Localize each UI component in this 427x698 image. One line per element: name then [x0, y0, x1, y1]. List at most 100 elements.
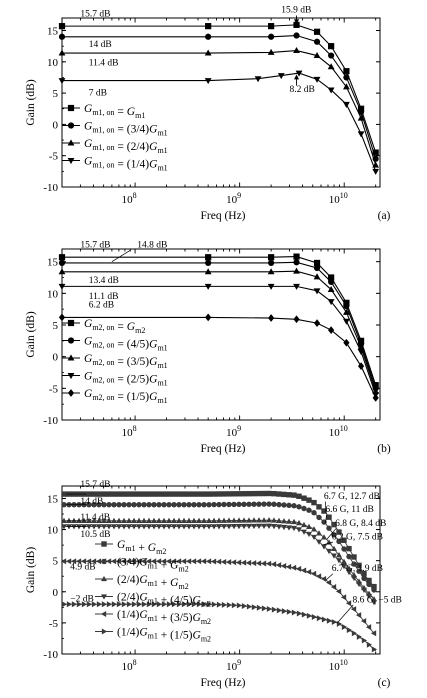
data-point	[280, 563, 287, 569]
data-point	[320, 575, 327, 582]
annotation-leader	[337, 604, 354, 624]
plot-frame	[61, 248, 381, 421]
data-point	[135, 558, 142, 565]
legend-entry: Gm1, on = Gm1	[84, 103, 145, 120]
data-point	[175, 558, 182, 565]
data-point	[116, 501, 122, 508]
data-point	[66, 517, 72, 524]
data-point	[343, 101, 350, 108]
data-point	[351, 575, 357, 582]
data-point	[328, 326, 335, 334]
data-point	[327, 299, 335, 306]
data-point	[204, 49, 212, 56]
data-point	[166, 524, 172, 530]
data-point	[96, 601, 103, 608]
data-point	[161, 501, 167, 508]
legend-entry: (2/4)Gm1 + (4/5)Gm2	[117, 592, 211, 609]
y-tick-label: 15	[47, 493, 59, 505]
data-point	[181, 517, 187, 524]
y-tick-label: 15	[47, 26, 59, 38]
data-point	[161, 517, 167, 524]
data-point	[106, 491, 112, 497]
data-point	[156, 601, 163, 608]
x-tick-label: 1010	[329, 191, 348, 206]
data-point	[151, 524, 157, 530]
data-point	[331, 545, 337, 551]
data-point	[115, 558, 122, 565]
data-point	[220, 558, 227, 565]
data-point	[251, 501, 257, 507]
data-point	[327, 63, 335, 70]
data-point	[293, 315, 300, 324]
data-point	[231, 501, 237, 508]
x-tick-label: 1010	[329, 424, 348, 439]
data-point	[81, 524, 87, 530]
data-point	[126, 517, 132, 524]
data-point	[231, 517, 237, 523]
data-point	[86, 524, 92, 530]
legend-entry: Gm1 + Gm2	[117, 539, 166, 556]
data-point	[316, 514, 322, 521]
data-point	[351, 561, 357, 567]
legend-entry: (1/4)Gm1 + (1/5)Gm2	[117, 627, 211, 644]
data-point	[131, 491, 137, 497]
data-point	[176, 501, 182, 508]
data-point	[261, 605, 268, 612]
data-point	[371, 583, 377, 590]
data-point	[321, 534, 327, 540]
plot-frame	[61, 485, 381, 655]
data-point	[275, 562, 282, 569]
data-point	[371, 587, 377, 593]
data-point	[296, 527, 302, 533]
data-point	[91, 517, 97, 524]
legend-entry: Gm2, on = (1/5)Gm1	[84, 388, 168, 405]
data-point	[251, 517, 257, 523]
annotation-leader	[322, 541, 334, 546]
data-point	[356, 562, 362, 569]
legend-marker	[67, 158, 75, 165]
legend: Gm1 + Gm2(3/4)Gm1 + Gm2(2/4)Gm1 + Gm2(2/…	[95, 539, 211, 644]
data-point	[111, 601, 118, 608]
data-point	[236, 602, 243, 609]
data-point	[313, 319, 321, 327]
annotation: 8.2 dB	[290, 85, 315, 95]
data-point	[301, 611, 308, 618]
annotation-leader	[111, 249, 131, 262]
y-tick-label: 0	[53, 352, 59, 364]
data-point	[266, 605, 273, 612]
data-point	[255, 560, 262, 567]
y-axis-label: Gain (dB)	[25, 79, 37, 125]
data-point	[291, 525, 297, 532]
x-tick-label: 109	[226, 658, 241, 673]
data-point	[372, 149, 379, 156]
series-5	[58, 313, 379, 402]
data-point	[357, 108, 365, 115]
data-point	[251, 523, 257, 530]
y-tick-label: 0	[53, 587, 59, 599]
data-point	[281, 608, 288, 615]
series-2	[58, 259, 379, 392]
annotation-arrow-head	[294, 19, 300, 25]
y-tick-label: 5	[53, 88, 59, 100]
data-point	[66, 601, 73, 608]
data-point	[327, 285, 335, 293]
data-point	[343, 338, 350, 347]
data-point	[336, 558, 342, 564]
data-point	[311, 534, 317, 541]
data-point	[146, 517, 152, 524]
data-point	[357, 337, 365, 344]
data-point	[357, 105, 365, 112]
data-point	[204, 268, 212, 275]
data-point	[266, 517, 272, 523]
annotation: 13.4 dB	[89, 276, 119, 286]
data-point	[331, 619, 338, 626]
data-point	[176, 524, 182, 530]
annotation: 6.2 dB	[89, 300, 114, 310]
data-point	[266, 490, 272, 497]
data-point	[226, 517, 232, 523]
data-point	[146, 491, 152, 497]
data-point	[181, 601, 188, 608]
data-point	[328, 274, 335, 281]
data-point	[176, 491, 182, 497]
data-point	[313, 28, 321, 35]
